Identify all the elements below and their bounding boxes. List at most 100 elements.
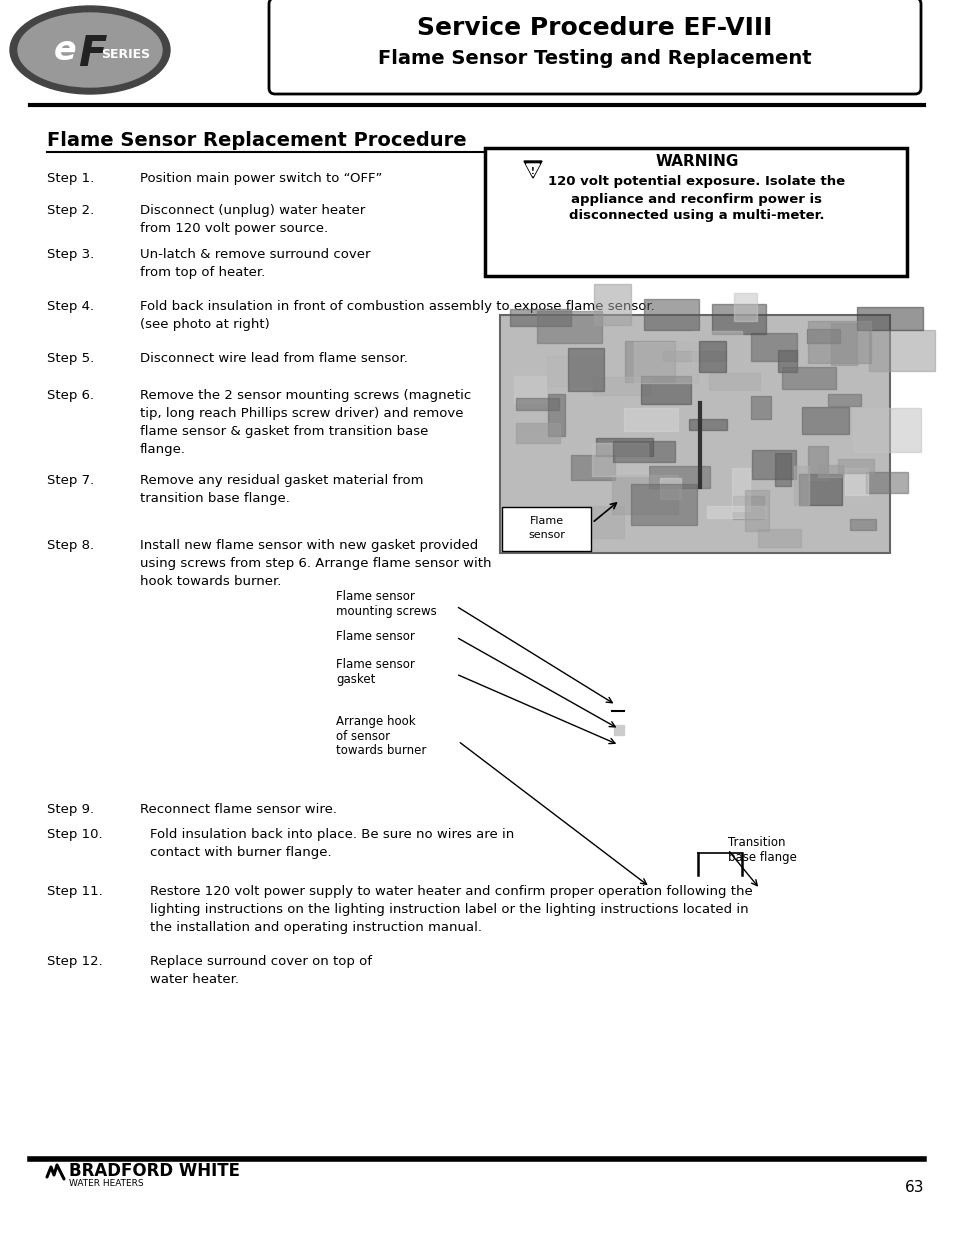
Text: (see photo at right): (see photo at right): [140, 317, 270, 331]
Bar: [547, 356, 603, 385]
Bar: [643, 299, 699, 331]
Bar: [774, 453, 791, 485]
Text: from top of heater.: from top of heater.: [140, 266, 265, 279]
Bar: [614, 725, 623, 735]
Text: WATER HEATERS: WATER HEATERS: [69, 1178, 144, 1188]
Bar: [624, 341, 675, 382]
Text: Step 6.: Step 6.: [47, 389, 94, 403]
Text: from 120 volt power source.: from 120 volt power source.: [140, 222, 328, 235]
Bar: [516, 398, 558, 410]
Text: !: !: [531, 167, 535, 175]
Bar: [734, 293, 757, 321]
Bar: [744, 490, 768, 531]
Text: Disconnect wire lead from flame sensor.: Disconnect wire lead from flame sensor.: [140, 352, 408, 366]
Bar: [852, 408, 920, 452]
Text: Step 1.: Step 1.: [47, 172, 94, 185]
Text: the installation and operating instruction manual.: the installation and operating instructi…: [150, 921, 481, 934]
Bar: [499, 315, 889, 553]
Bar: [806, 330, 839, 343]
Bar: [640, 375, 690, 404]
Bar: [591, 443, 647, 475]
FancyBboxPatch shape: [501, 508, 590, 551]
Text: of sensor: of sensor: [335, 730, 390, 742]
Text: Step 2.: Step 2.: [47, 204, 94, 217]
Text: Install new flame sensor with new gasket provided: Install new flame sensor with new gasket…: [140, 538, 477, 552]
Bar: [560, 506, 623, 537]
Text: Remove any residual gasket material from: Remove any residual gasket material from: [140, 474, 423, 487]
Text: Arrange hook: Arrange hook: [335, 715, 416, 727]
Bar: [865, 472, 907, 493]
Bar: [571, 456, 615, 480]
Bar: [855, 713, 907, 776]
Bar: [812, 709, 947, 737]
Bar: [709, 373, 760, 390]
Bar: [752, 450, 795, 479]
Text: using screws from step 6. Arrange flame sensor with: using screws from step 6. Arrange flame …: [140, 557, 491, 571]
Bar: [798, 474, 841, 505]
Text: Flame sensor: Flame sensor: [335, 590, 415, 604]
Text: Step 12.: Step 12.: [47, 955, 103, 968]
Text: sensor: sensor: [528, 530, 565, 540]
Bar: [838, 459, 873, 473]
Bar: [634, 342, 698, 383]
Bar: [514, 375, 546, 404]
Text: Transition: Transition: [727, 836, 784, 850]
Text: Flame Sensor Replacement Procedure: Flame Sensor Replacement Procedure: [47, 131, 466, 149]
Text: towards burner: towards burner: [335, 745, 426, 757]
Text: water heater.: water heater.: [150, 973, 239, 986]
Bar: [567, 348, 603, 390]
Text: Service Procedure EF-VIII: Service Procedure EF-VIII: [416, 16, 772, 40]
Text: Disconnect (unplug) water heater: Disconnect (unplug) water heater: [140, 204, 365, 217]
Bar: [844, 468, 867, 495]
Bar: [857, 306, 922, 330]
Text: Replace surround cover on top of: Replace surround cover on top of: [150, 955, 372, 968]
Text: gasket: gasket: [335, 673, 375, 685]
Text: lighting instructions on the lighting instruction label or the lighting instruct: lighting instructions on the lighting in…: [150, 903, 748, 916]
Bar: [807, 321, 870, 363]
Bar: [630, 484, 696, 525]
Bar: [801, 408, 848, 435]
Bar: [515, 422, 559, 443]
Text: Flame Sensor Testing and Replacement: Flame Sensor Testing and Replacement: [377, 48, 811, 68]
Bar: [847, 705, 915, 783]
FancyBboxPatch shape: [269, 0, 920, 94]
Bar: [758, 530, 801, 547]
Text: Remove the 2 sensor mounting screws (magnetic: Remove the 2 sensor mounting screws (mag…: [140, 389, 471, 403]
Text: Flame sensor: Flame sensor: [335, 631, 415, 643]
Bar: [699, 341, 725, 373]
Text: tip, long reach Phillips screw driver) and remove: tip, long reach Phillips screw driver) a…: [140, 408, 463, 420]
Bar: [596, 437, 652, 456]
Text: flange.: flange.: [140, 443, 186, 456]
Text: BRADFORD WHITE: BRADFORD WHITE: [69, 1162, 240, 1179]
Text: Reconnect flame sensor wire.: Reconnect flame sensor wire.: [140, 803, 336, 816]
Text: disconnected using a multi-meter.: disconnected using a multi-meter.: [569, 210, 824, 222]
Bar: [613, 441, 675, 462]
Bar: [505, 517, 557, 527]
Bar: [688, 419, 726, 430]
Text: transition base flange.: transition base flange.: [140, 492, 290, 505]
Text: base flange: base flange: [727, 851, 796, 864]
Bar: [867, 330, 934, 372]
Text: mounting screws: mounting screws: [335, 605, 436, 619]
Bar: [611, 475, 677, 514]
Polygon shape: [523, 161, 541, 178]
Bar: [612, 743, 625, 748]
Ellipse shape: [18, 14, 162, 86]
Text: WARNING: WARNING: [655, 153, 738, 168]
Text: Step 7.: Step 7.: [47, 474, 94, 487]
Text: hook towards burner.: hook towards burner.: [140, 576, 281, 588]
Text: 120 volt potential exposure. Isolate the: 120 volt potential exposure. Isolate the: [548, 175, 844, 189]
Bar: [593, 377, 650, 395]
Text: Un-latch & remove surround cover: Un-latch & remove surround cover: [140, 248, 370, 261]
Text: appliance and reconfirm power is: appliance and reconfirm power is: [571, 193, 821, 205]
Bar: [548, 394, 564, 436]
Bar: [623, 408, 678, 431]
Text: Step 9.: Step 9.: [47, 803, 94, 816]
Bar: [827, 394, 861, 406]
Bar: [712, 304, 765, 333]
Bar: [509, 309, 570, 326]
Text: Flame sensor: Flame sensor: [335, 657, 415, 671]
Text: Step 8.: Step 8.: [47, 538, 94, 552]
Text: Step 5.: Step 5.: [47, 352, 94, 366]
Bar: [648, 466, 709, 488]
